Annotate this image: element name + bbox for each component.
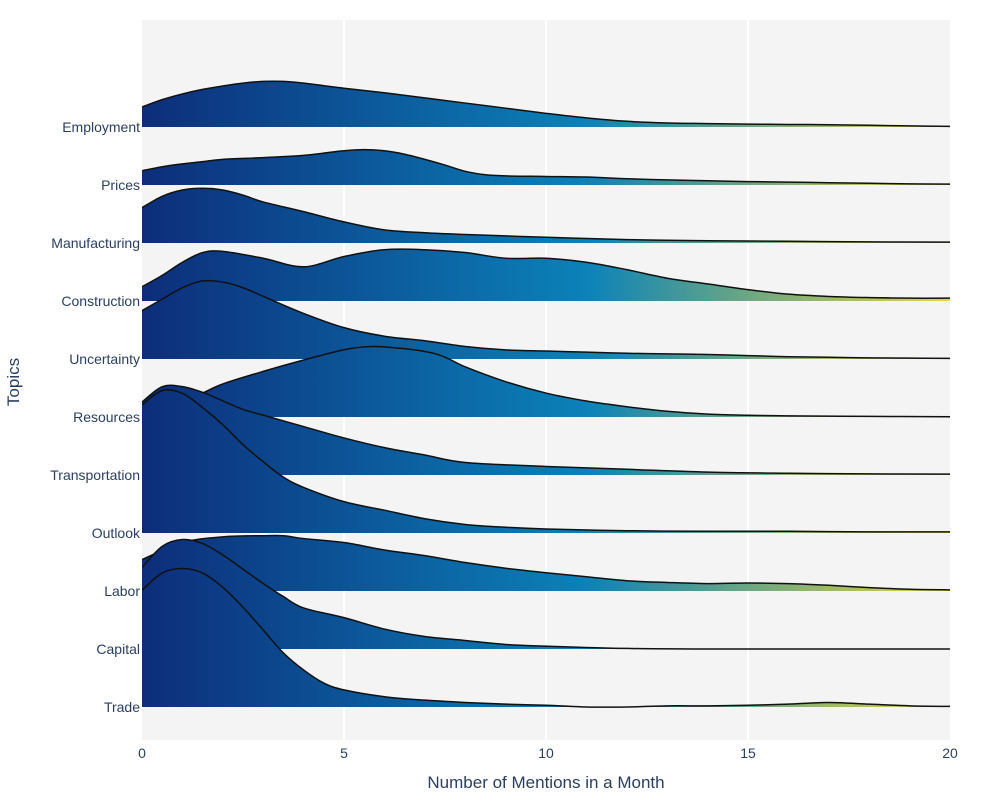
ridge-outline [142,384,950,475]
ridge-transportation [142,384,950,475]
y-axis-ticks: Employment Prices Manufacturing Constructio… [50,119,141,715]
ridge-fill [142,149,950,185]
ridge-fill [142,535,950,591]
ridge-outline [142,345,950,418]
ridge-outline [142,567,950,708]
ridge-uncertainty [142,279,950,360]
y-tick-label: Outlook [92,525,141,541]
ridge-outline [142,248,950,299]
ridge-outline [142,148,950,185]
ridge-fill [142,539,950,650]
x-tick-label: 10 [538,745,554,761]
ridge-outlook [142,388,950,533]
ridge-manufacturing [142,187,950,243]
x-tick-label: 15 [740,745,756,761]
ridge-fill [142,188,950,243]
y-tick-label: Employment [62,119,140,135]
y-tick-label: Prices [101,177,140,193]
ridge-outline [142,538,950,650]
ridge-outline [142,388,950,533]
x-tick-label: 5 [340,745,348,761]
y-axis-title: Topics [4,358,23,406]
ridge-resources [142,345,950,418]
ridge-outline [142,187,950,243]
x-axis-ticks: 0 5 10 15 20 [138,745,958,761]
ridge-fill [142,249,950,301]
y-tick-label: Labor [104,583,140,599]
y-tick-label: Transportation [50,467,140,483]
ridge-fill [142,389,950,533]
ridge-trade [142,567,950,708]
y-tick-label: Construction [61,293,140,309]
ridge-employment [142,80,950,128]
ridge-fill [142,568,950,708]
ridge-fill [142,346,950,417]
x-axis-title: Number of Mentions in a Month [427,773,664,792]
y-tick-label: Uncertainty [69,351,140,367]
y-tick-label: Resources [73,409,140,425]
ridge-prices [142,148,950,185]
ridge-construction [142,248,950,301]
ridge-labor [142,534,950,591]
ridge-outline [142,279,950,360]
x-tick-label: 20 [942,745,958,761]
ridge-outline [142,534,950,591]
ridge-capital [142,538,950,650]
ridge-fill [142,280,950,359]
ridge-fill [142,385,950,475]
x-tick-label: 0 [138,745,146,761]
ridge-outline [142,80,950,128]
y-tick-label: Capital [96,641,140,657]
y-tick-label: Manufacturing [51,235,140,251]
y-tick-label: Trade [104,699,140,715]
ridge-fill [142,81,950,127]
ridge-series-group [142,80,950,708]
